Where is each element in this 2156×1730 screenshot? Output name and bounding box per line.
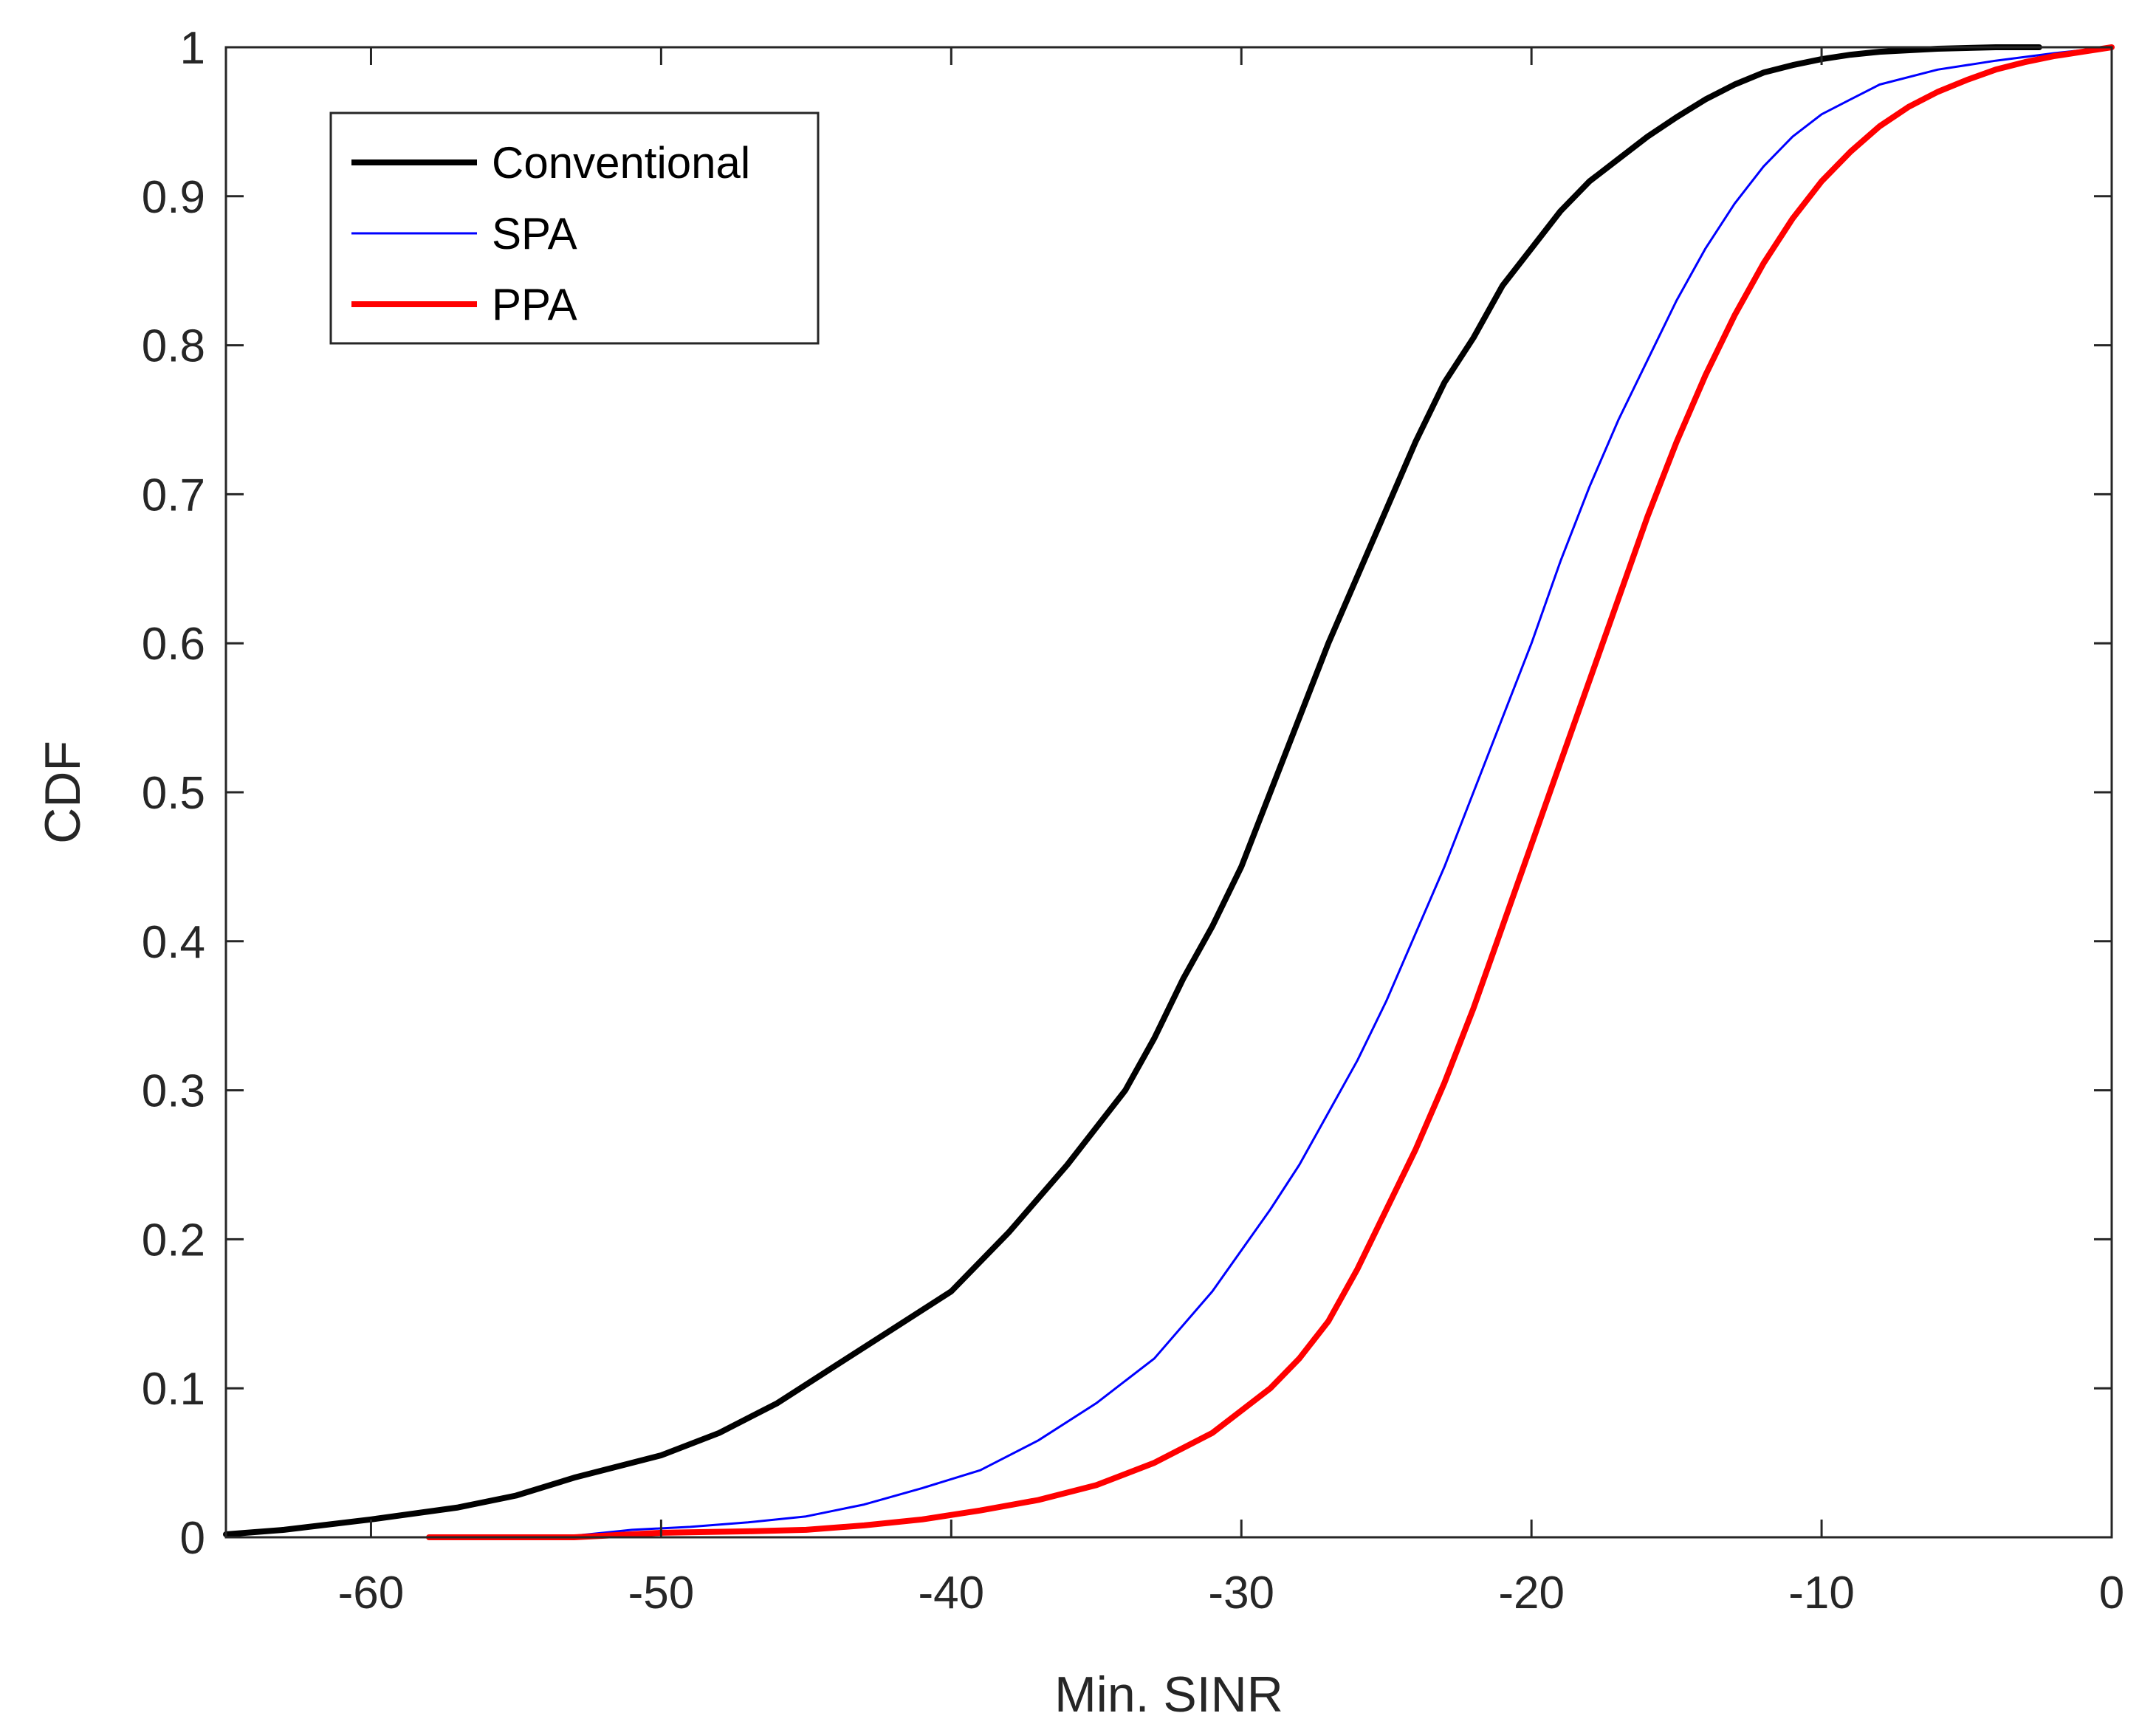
y-tick-label: 0.7 xyxy=(142,470,205,521)
x-tick-label: -20 xyxy=(1498,1568,1565,1619)
legend: Conventional SPA PPA xyxy=(329,111,820,345)
x-tick-label: -30 xyxy=(1208,1568,1274,1619)
series-layer xyxy=(223,44,2115,1540)
y-tick-label: 0.8 xyxy=(142,321,205,372)
x-axis-label: Min. SINR xyxy=(1054,1667,1283,1723)
y-tick-labels: 0 0.1 0.2 0.3 0.4 0.5 0.6 0.7 0.8 0.9 1 xyxy=(142,23,205,1564)
x-tick-label: -40 xyxy=(919,1568,985,1619)
y-tick-label: 0.6 xyxy=(142,619,205,670)
y-tick-label: 0.1 xyxy=(142,1364,205,1415)
x-tick-label: -50 xyxy=(628,1568,695,1619)
y-tick-label: 0.5 xyxy=(142,768,205,819)
series-line-conventional xyxy=(223,44,2042,1537)
y-tick-label: 0.3 xyxy=(142,1066,205,1117)
plot-border xyxy=(224,46,2113,1539)
y-tick-label: 0.4 xyxy=(142,917,205,968)
x-tick-label: -60 xyxy=(338,1568,405,1619)
legend-label-conventional: Conventional xyxy=(492,138,750,188)
series-line-spa xyxy=(340,46,2113,1539)
y-tick-label: 1 xyxy=(180,23,205,74)
y-tick-label: 0.2 xyxy=(142,1215,205,1266)
series-line-ppa xyxy=(426,44,2115,1540)
legend-label-spa: SPA xyxy=(492,209,577,258)
y-tick-label: 0 xyxy=(180,1513,205,1564)
y-axis-label: CDF xyxy=(35,741,91,844)
x-tick-labels: -60 -50 -40 -30 -20 -10 0 xyxy=(338,1568,2125,1619)
legend-label-ppa: PPA xyxy=(492,280,577,329)
x-tick-label: -10 xyxy=(1788,1568,1855,1619)
x-tick-label: 0 xyxy=(2099,1568,2124,1619)
y-tick-label: 0.9 xyxy=(142,172,205,223)
